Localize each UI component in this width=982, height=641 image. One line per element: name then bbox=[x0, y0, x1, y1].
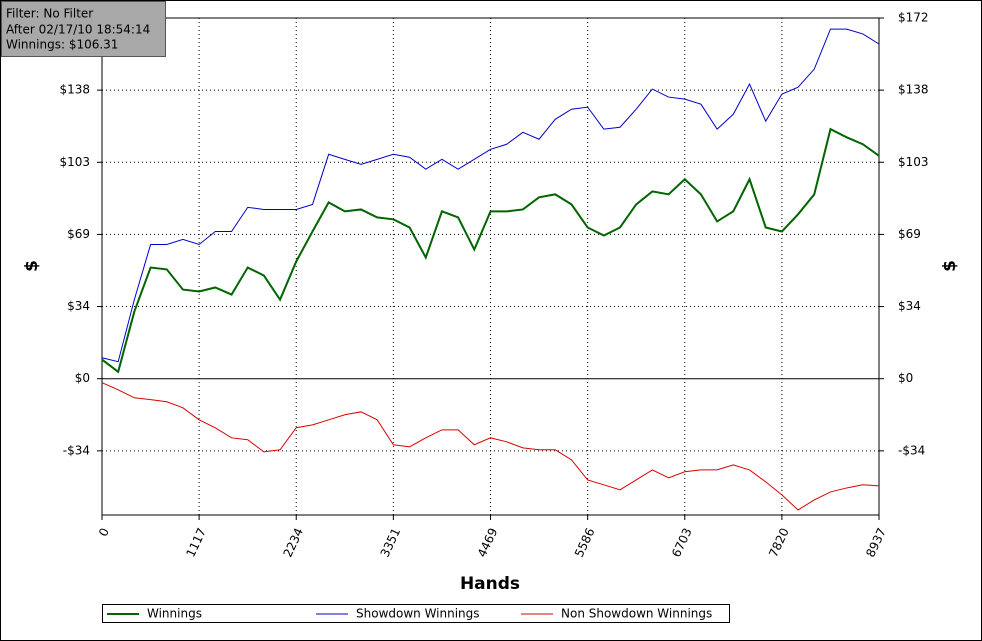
y2-tick-label: -$34 bbox=[898, 443, 925, 457]
y-axis-label: $ bbox=[22, 260, 42, 272]
annotation: Winnings: $106.31 bbox=[6, 38, 118, 52]
y2-axis-label: $ bbox=[940, 260, 960, 272]
annotation: After 02/17/10 18:54:14 bbox=[6, 23, 150, 37]
y2-tick-label: $69 bbox=[898, 227, 921, 241]
y2-tick-label: $103 bbox=[898, 155, 929, 169]
legend-label: Winnings bbox=[147, 607, 202, 621]
y-tick-label: $103 bbox=[59, 155, 90, 169]
y-tick-label: -$34 bbox=[63, 443, 90, 457]
legend-label: Non Showdown Winnings bbox=[561, 607, 712, 621]
y-tick-label: $34 bbox=[67, 299, 90, 313]
x-axis-label: Hands bbox=[460, 574, 520, 594]
legend-label: Showdown Winnings bbox=[356, 607, 480, 621]
y2-tick-label: $34 bbox=[898, 299, 921, 313]
y-tick-label: $69 bbox=[67, 227, 90, 241]
series-line bbox=[101, 28, 880, 363]
legend-entries: Winnings Showdown Winnings Non Showdown Wi… bbox=[107, 607, 712, 621]
legend bbox=[102, 604, 730, 623]
plot-border bbox=[101, 17, 880, 516]
plot-area: -$34 -$34 $0 $0 $34 $34 $69 $69 $103 $103 $138 $138… bbox=[59, 11, 928, 560]
y2-tick-label: $0 bbox=[898, 371, 913, 385]
y-tick-label: $138 bbox=[59, 83, 90, 97]
series-line bbox=[101, 382, 880, 511]
series-line bbox=[101, 127, 880, 374]
y-tick-label: $0 bbox=[75, 371, 90, 385]
annotation: Filter: No Filter bbox=[6, 7, 93, 21]
y2-tick-label: $172 bbox=[898, 11, 929, 25]
y2-tick-label: $138 bbox=[898, 83, 929, 97]
filter-box bbox=[1, 1, 166, 57]
